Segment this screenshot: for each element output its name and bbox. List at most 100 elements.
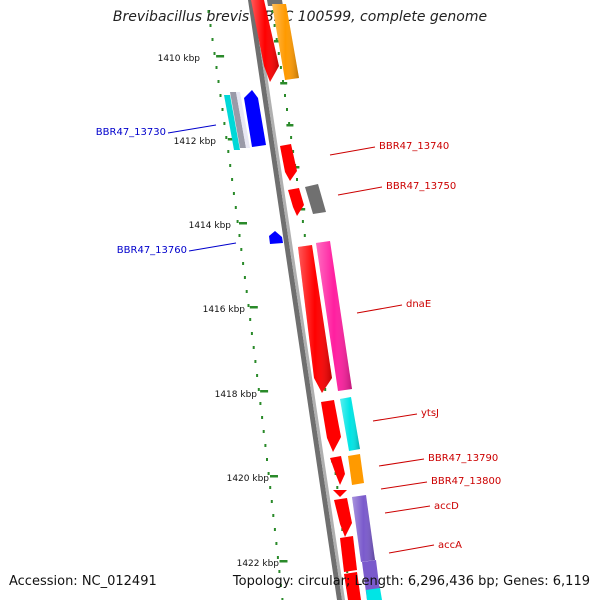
ruler-major-tick [270,475,278,478]
gene-BBR47_13800 [333,490,347,497]
ruler-dot [269,486,272,489]
ruler-dot [273,528,276,531]
ruler-dot [259,402,262,405]
genome-backbone [248,0,345,600]
ruler-dot [229,164,232,167]
ruler-dot [292,150,295,153]
ruler-dot [272,514,275,517]
ruler-dot [243,276,246,279]
ruler-major-tick [249,306,258,309]
ruler-label: 1412 kbp [174,137,217,147]
ruler-dot [209,24,212,27]
ruler-label: 1420 kbp [227,474,270,484]
ruler-dot [324,388,327,391]
ruler-label: 1414 kbp [189,221,232,231]
ruler-dot [281,598,284,600]
ruler-dot [267,472,270,475]
gene-BBR47_13760 [269,231,283,244]
ruler-dot [231,178,234,181]
gene-BBR47_13730-white [236,92,250,148]
ruler-dot [288,122,291,125]
ruler-dot [282,80,284,83]
ruler-dot [252,346,255,349]
ruler-dot [213,52,216,55]
ruler-dot [275,38,278,41]
ruler-dot [264,444,267,447]
gene-ytsJ-red [321,400,341,452]
ruler-dot [303,234,306,237]
gene-BBR47_13740 [280,144,297,181]
gene-label-BBR47_13750[interactable]: BBR47_13750 [386,181,456,192]
gene-label-dnaE[interactable]: dnaE [406,299,431,310]
ruler-dot [217,80,220,83]
gene-labels: BBR47_13730 BBR47_13760 BBR47_13740 BBR4… [96,127,501,551]
ruler-dot [254,360,257,363]
ruler-major-tick [216,55,225,58]
ruler-dot [279,66,282,69]
gene-label-BBR47_13790[interactable]: BBR47_13790 [428,453,498,464]
ruler-dot [284,94,286,97]
ruler-dot [238,234,241,237]
ruler-dot [290,136,293,139]
gene-BBR47_13750-red [288,188,304,216]
gene-label-accA[interactable]: accA [438,540,462,551]
ruler-dot [242,262,245,265]
ruler-dot [211,38,214,41]
ruler-dot [215,66,218,69]
gene-accA-red [340,536,357,572]
ruler-dot [227,150,230,153]
ruler-dot [234,206,237,209]
ruler-dot [240,248,243,251]
ruler-label: 1410 kbp [158,54,201,64]
gene-label-BBR47_13760[interactable]: BBR47_13760 [117,245,187,256]
gene-label-BBR47_13800[interactable]: BBR47_13800 [431,476,501,487]
ruler-dot [250,332,253,335]
ruler-dot [219,94,222,97]
ruler-dot [245,290,248,293]
ruler-dot [296,178,298,181]
accession-text: Accession: NC_012491 [9,574,157,589]
ruler-dot [270,500,273,503]
ruler-dot [223,122,226,125]
gene-BBR47_13790-red [330,456,345,485]
ruler-minor-tick [280,82,288,85]
gene-BBR47_13730-gray [230,92,246,148]
ruler-dot [236,220,239,223]
ruler-dot [286,108,288,111]
gene-BBR47_13750-gray [305,184,326,214]
ruler-labels: 1410 kbp 1412 kbp 1414 kbp 1416 kbp 1418… [158,54,280,569]
gene-BBR47_13730-cyan [224,95,240,150]
ruler-major-tick [279,560,288,563]
ruler-dot [275,542,278,545]
ruler-dot [247,304,250,307]
ruler-dot [278,570,281,573]
gene-label-accD[interactable]: accD [434,501,459,512]
ruler-dot [277,52,280,55]
gene-BBR47_13790-orange [348,454,364,485]
gene-label-ytsJ[interactable]: ytsJ [421,408,439,419]
ruler-label: 1416 kbp [203,305,246,315]
ruler-dot [336,486,339,489]
ruler-dot [207,10,210,13]
gene-accD-red [334,498,352,537]
ruler-dot [249,318,252,321]
ruler-major-tick [227,138,236,141]
ruler-minor-tick [298,208,306,211]
ruler-label: 1418 kbp [215,390,258,400]
ruler-dot [262,430,265,433]
topology-summary: Topology: circular; Length: 6,296,436 bp… [232,574,590,589]
ruler-dot [273,24,276,27]
ruler-dot [232,192,235,195]
ruler-dot [279,584,282,587]
ruler-major-tick [260,390,269,393]
ruler-dot [301,220,304,223]
ruler-dot [266,458,268,461]
gene-BBR47_13730-blue [244,90,266,147]
map-title: Brevibacillus brevis NBRC 100599, comple… [112,9,488,25]
gene-label-BBR47_13730[interactable]: BBR47_13730 [96,127,166,138]
gene-label-BBR47_13740[interactable]: BBR47_13740 [379,141,449,152]
ruler-dot [271,10,274,13]
leader-lines [167,124,435,554]
reverse-strand-genes [224,90,283,244]
ruler-minor-tick [274,40,281,43]
